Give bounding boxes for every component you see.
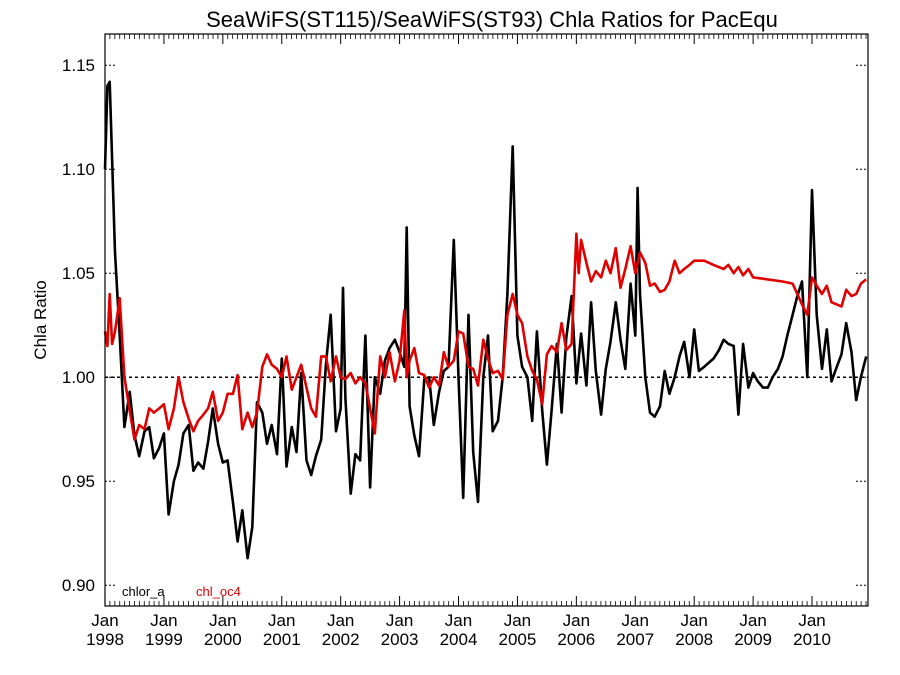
x-tick-month: Jan — [563, 611, 590, 630]
x-tick-year: 2007 — [616, 630, 654, 649]
plot-frame — [104, 33, 869, 607]
x-tick-year: 2001 — [263, 630, 301, 649]
x-tick-month: Jan — [150, 611, 177, 630]
y-tick-label: 1.00 — [62, 368, 95, 387]
x-tick-month: Jan — [504, 611, 531, 630]
x-tick-month: Jan — [739, 611, 766, 630]
legend: chlor_a chl_oc4 — [122, 584, 241, 599]
legend-label-chl-oc4: chl_oc4 — [196, 584, 241, 599]
x-tick-year: 2006 — [557, 630, 595, 649]
axes-layer: 0.900.951.001.051.101.15Jan1998Jan1999Ja… — [62, 33, 869, 649]
y-axis-title: Chla Ratio — [31, 280, 50, 359]
y-tick-label: 1.05 — [62, 264, 95, 283]
x-tick-month: Jan — [798, 611, 825, 630]
x-tick-year: 1998 — [86, 630, 124, 649]
x-tick-month: Jan — [386, 611, 413, 630]
chart-title: SeaWiFS(ST115)/SeaWiFS(ST93) Chla Ratios… — [206, 7, 778, 32]
x-tick-month: Jan — [327, 611, 354, 630]
series-line-chlor-a — [103, 80, 868, 560]
y-tick-label: 1.15 — [62, 56, 95, 75]
legend-label-chlor-a: chlor_a — [122, 584, 165, 599]
series-line-chl-oc4 — [103, 232, 868, 441]
x-tick-year: 2000 — [204, 630, 242, 649]
x-tick-year: 2002 — [322, 630, 360, 649]
x-tick-year: 2008 — [675, 630, 713, 649]
x-tick-year: 2003 — [381, 630, 419, 649]
x-tick-month: Jan — [91, 611, 118, 630]
x-tick-year: 2004 — [440, 630, 478, 649]
y-tick-label: 0.95 — [62, 472, 95, 491]
x-tick-month: Jan — [622, 611, 649, 630]
x-tick-month: Jan — [268, 611, 295, 630]
x-tick-month: Jan — [445, 611, 472, 630]
x-tick-year: 1999 — [145, 630, 183, 649]
y-tick-label: 0.90 — [62, 576, 95, 595]
x-tick-year: 2010 — [793, 630, 831, 649]
x-tick-month: Jan — [680, 611, 707, 630]
y-tick-label: 1.10 — [62, 160, 95, 179]
x-tick-year: 2005 — [499, 630, 537, 649]
x-tick-month: Jan — [209, 611, 236, 630]
series-layer — [103, 80, 868, 560]
x-tick-year: 2009 — [734, 630, 772, 649]
